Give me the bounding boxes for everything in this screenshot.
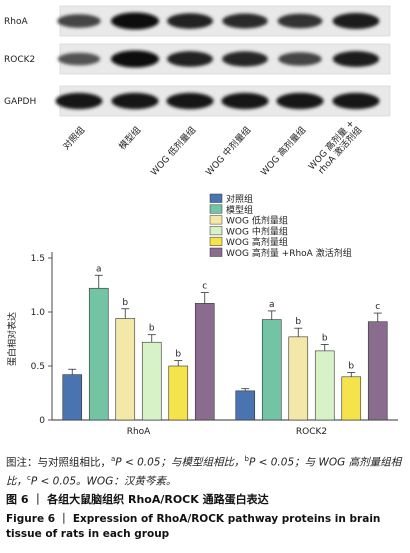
lane-label-2: 模型组 <box>116 124 143 152</box>
bar-group-rhoa: a b b b c <box>62 264 215 421</box>
legend-swatch <box>209 204 223 214</box>
legend-swatch <box>209 247 223 257</box>
bar <box>194 303 215 421</box>
legend-label: WOG 高剂量组 <box>226 236 288 248</box>
blot-band <box>222 51 268 67</box>
significance-label: b <box>322 333 328 343</box>
lane-label-6: WOG 高剂量 +rhoA 激活剂组 <box>306 117 365 176</box>
significance-label: b <box>295 317 301 327</box>
blot-band <box>222 13 268 29</box>
significance-label: c <box>202 282 207 292</box>
y-axis-label: 蛋白相对表达 <box>6 312 18 366</box>
blot-band <box>278 52 322 66</box>
legend-label: WOG 高剂量 +RhoA 激活剂组 <box>226 247 352 259</box>
lane-label-text: WOG 高剂量组 <box>258 124 308 178</box>
significance-label: a <box>269 300 275 310</box>
lane-label-1: 对照组 <box>60 124 87 152</box>
significance-label: b <box>348 361 354 371</box>
lane-label-3: WOG 低剂量组 <box>148 124 198 178</box>
legend-swatch <box>209 215 223 225</box>
blot-row-gapdh: GAPDH <box>4 85 391 117</box>
x-tick-label: ROCK2 <box>296 427 327 437</box>
y-tick-label: 1.0 <box>31 308 46 318</box>
blot-row-label: GAPDH <box>4 97 36 107</box>
bar <box>235 390 256 421</box>
bar <box>314 350 335 421</box>
y-tick-label: 0 <box>39 416 45 426</box>
bar-group-rock2: a b b b c <box>235 300 388 421</box>
legend-label: WOG 中剂量组 <box>226 225 288 237</box>
legend-label: WOG 低剂量组 <box>226 215 288 227</box>
significance-label: b <box>175 350 181 360</box>
significance-label: a <box>96 264 102 274</box>
y-tick-label: 1.5 <box>31 254 45 264</box>
blot-band <box>167 51 213 67</box>
blot-band <box>57 14 101 28</box>
blot-band <box>55 92 103 110</box>
blot-band <box>332 51 380 67</box>
bar <box>341 376 362 421</box>
lane-label-text: 模型组 <box>116 124 143 152</box>
blot-band <box>111 12 159 30</box>
blot-band <box>332 12 380 30</box>
blot-band <box>166 92 214 110</box>
y-tick-label: 0.5 <box>31 362 45 372</box>
bar <box>141 341 162 421</box>
blot-row-label: RhoA <box>4 17 28 27</box>
legend-label: 模型组 <box>226 204 253 216</box>
bar <box>115 318 136 421</box>
figure-note: 图注：与对照组相比，aP < 0.05；与模型组相比，bP < 0.05；与 W… <box>6 455 402 487</box>
legend-swatch <box>209 236 223 246</box>
significance-label: c <box>375 302 380 312</box>
blot-band <box>276 92 324 110</box>
bar <box>288 336 309 421</box>
bar <box>168 365 189 421</box>
blot-band <box>111 50 159 68</box>
lane-label-text: WOG 低剂量组 <box>148 124 198 178</box>
legend-swatch <box>209 193 223 203</box>
bar <box>88 287 109 421</box>
blot-band <box>111 92 159 110</box>
legend-swatch <box>209 226 223 236</box>
blot-band <box>221 92 269 110</box>
blot-row-rhoa: RhoA <box>4 5 391 37</box>
lane-label-text: 对照组 <box>60 124 87 152</box>
legend-label: 对照组 <box>226 193 253 205</box>
significance-label: b <box>149 324 155 334</box>
blot-band <box>57 52 101 66</box>
blot-band <box>277 13 323 29</box>
bar <box>62 374 83 421</box>
figure-caption: 图注：与对照组相比，aP < 0.05；与模型组相比，bP < 0.05；与 W… <box>6 452 406 542</box>
lane-label-5: WOG 高剂量组 <box>258 124 308 178</box>
lane-label-4: WOG 中剂量组 <box>203 124 253 178</box>
figure-title-cn: 图 6 ｜ 各组大鼠脑组织 RhoA/ROCK 通路蛋白表达 <box>6 493 269 506</box>
bar <box>261 319 282 421</box>
blot-band <box>167 13 213 29</box>
figure-title-en: Figure 6 ｜ Expression of RhoA/ROCK pathw… <box>6 513 381 540</box>
significance-label: b <box>122 298 128 308</box>
x-tick-label: RhoA <box>127 427 151 437</box>
bar <box>367 321 388 421</box>
blot-band <box>332 92 380 110</box>
blot-row-rock2: ROCK2 <box>4 43 391 75</box>
blot-row-label: ROCK2 <box>4 55 35 65</box>
lane-label-text: WOG 中剂量组 <box>203 124 253 178</box>
